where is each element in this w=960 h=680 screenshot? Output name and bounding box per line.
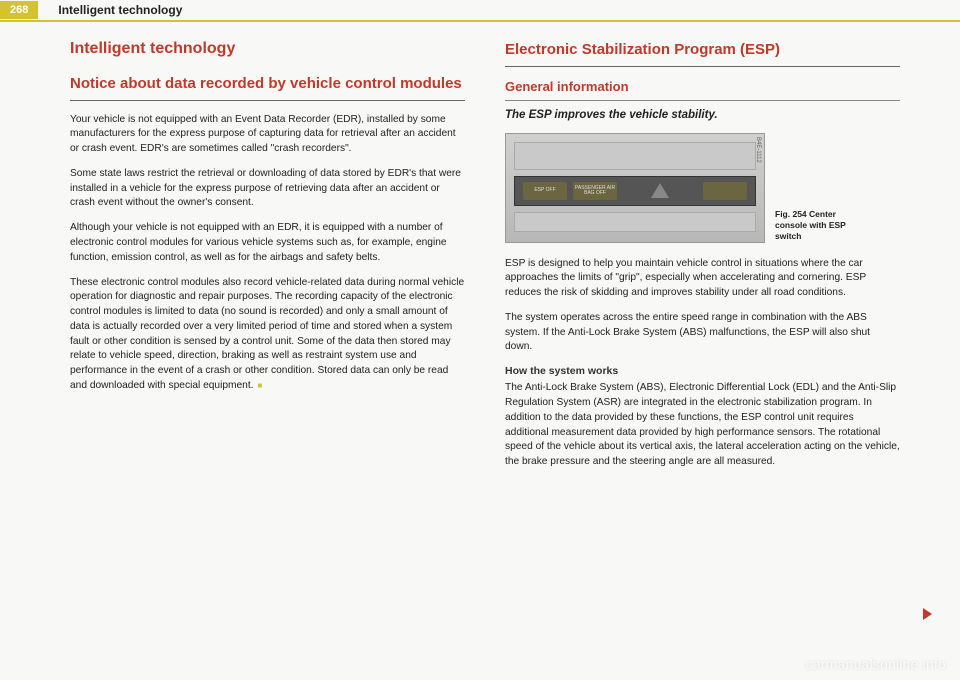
right-column: Electronic Stabilization Program (ESP) G… <box>505 40 900 480</box>
paragraph: Some state laws restrict the retrieval o… <box>70 167 465 211</box>
inline-heading-how: How the system works <box>505 365 900 377</box>
esp-off-button-graphic: ESP OFF <box>523 182 567 200</box>
paragraph: ESP is designed to help you maintain veh… <box>505 257 900 301</box>
chapter-heading: Intelligent technology <box>70 40 465 58</box>
paragraph: Although your vehicle is not equipped wi… <box>70 221 465 265</box>
paragraph: The system operates across the entire sp… <box>505 311 900 355</box>
hazard-triangle-icon <box>651 183 669 198</box>
section-heading-edr: Notice about data recorded by vehicle co… <box>70 74 465 94</box>
paragraph: The Anti-Lock Brake System (ABS), Electr… <box>505 381 900 470</box>
page-number-badge: 268 <box>0 1 38 19</box>
watermark: carmanualsonline.info <box>806 656 946 672</box>
continue-arrow-icon <box>923 608 932 620</box>
paragraph: Your vehicle is not equipped with an Eve… <box>70 113 465 157</box>
divider <box>505 100 900 101</box>
running-title: Intelligent technology <box>58 3 182 17</box>
airbag-off-button-graphic: PASSENGER AIR BAG OFF <box>573 182 617 200</box>
sub-heading-general: General information <box>505 79 900 94</box>
figure-esp-console: B4E-1112 ESP OFF PASSENGER AIR BAG OFF <box>505 133 765 243</box>
tagline: The ESP improves the vehicle stability. <box>505 109 900 121</box>
divider <box>70 100 465 101</box>
blank-button-graphic <box>703 182 747 200</box>
figure-caption: Fig. 254 Center console with ESP switch <box>775 209 865 242</box>
page-content: Intelligent technology Notice about data… <box>0 40 960 480</box>
section-heading-esp: Electronic Stabilization Program (ESP) <box>505 40 900 60</box>
header-bar: 268 Intelligent technology <box>0 0 960 22</box>
left-column: Intelligent technology Notice about data… <box>70 40 465 480</box>
paragraph-end: These electronic control modules also re… <box>70 276 465 394</box>
divider <box>505 66 900 67</box>
figure-block: B4E-1112 ESP OFF PASSENGER AIR BAG OFF F… <box>505 133 900 243</box>
